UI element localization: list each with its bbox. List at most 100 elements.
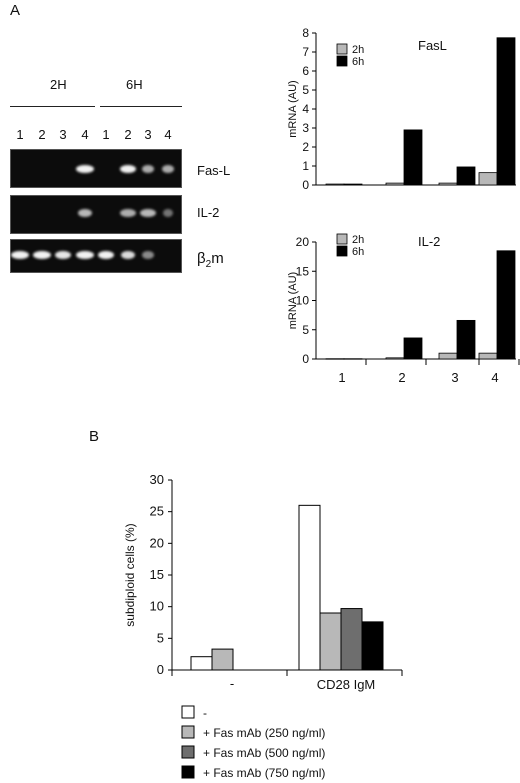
- gel-band: [142, 165, 154, 173]
- chart-title: IL-2: [418, 234, 440, 249]
- gel-band: [120, 209, 136, 217]
- gel-lane-number: 3: [59, 127, 67, 142]
- y-tick-label: 10: [296, 294, 310, 308]
- y-tick-label: 0: [157, 662, 164, 677]
- gel-band: [163, 209, 173, 217]
- bar: [325, 183, 345, 186]
- legend-swatch: [336, 233, 348, 245]
- gel-lane-number: 4: [164, 127, 172, 142]
- bar: [438, 182, 458, 186]
- bar: [496, 250, 516, 360]
- legend-swatch: [336, 43, 348, 55]
- gel-strip-il2: [10, 195, 182, 234]
- bar: [385, 182, 405, 186]
- b2m-beta: β: [197, 250, 206, 267]
- y-tick-label: 5: [302, 323, 309, 337]
- legend-label: 6h: [352, 246, 364, 258]
- gel-bracket-6h: [100, 106, 182, 107]
- gel-band: [78, 209, 92, 217]
- gel-band: [76, 165, 94, 173]
- x-tick-label: CD28 IgM: [317, 677, 376, 692]
- legend-swatch: [181, 765, 195, 779]
- bar: [211, 648, 234, 671]
- gel-group-6h: 6H: [126, 77, 143, 92]
- bar: [343, 358, 363, 360]
- y-tick-label: 20: [150, 535, 164, 550]
- gel-lane-number: 2: [124, 127, 132, 142]
- gel-label-b2m: β2m: [197, 250, 224, 270]
- bar: [361, 621, 384, 671]
- gel-lane-number: 2: [38, 127, 46, 142]
- y-tick-label: 8: [302, 26, 309, 40]
- y-tick-label: 2: [302, 140, 309, 154]
- gel-lane-number: 1: [16, 127, 24, 142]
- x-tick-label: -: [230, 676, 234, 691]
- y-tick-label: 4: [302, 102, 309, 116]
- legend-swatch: [181, 705, 195, 719]
- gel-label-il2: IL-2: [197, 205, 220, 220]
- x-tick-label: 2: [398, 370, 405, 385]
- y-tick-label: 5: [157, 630, 164, 645]
- bar: [190, 656, 213, 671]
- b2m-tail: m: [211, 250, 224, 267]
- legend-label: 2h: [352, 44, 364, 56]
- bar: [456, 319, 476, 360]
- bar: [403, 337, 423, 360]
- bar: [343, 183, 363, 186]
- legend-label: -: [203, 706, 207, 720]
- gel-band: [140, 209, 156, 217]
- bar: [403, 129, 423, 186]
- legend-swatch: [336, 245, 348, 257]
- bar: [438, 352, 458, 360]
- gel-band: [98, 251, 114, 259]
- y-tick-label: 15: [150, 567, 164, 582]
- y-tick-label: 7: [302, 45, 309, 59]
- bar: [496, 37, 516, 186]
- gel-band: [11, 251, 29, 259]
- bar: [325, 358, 345, 360]
- panel-a-label: A: [10, 2, 21, 19]
- y-tick-label: 10: [150, 599, 164, 614]
- bar: [478, 172, 498, 186]
- bar: [298, 504, 321, 671]
- bar: [478, 352, 498, 360]
- legend-swatch: [181, 745, 195, 759]
- y-axis-label: subdiploid cells (%): [123, 523, 137, 626]
- legend-label: + Fas mAb (750 ng/ml): [203, 766, 325, 780]
- y-tick-label: 5: [302, 83, 309, 97]
- gel-band: [121, 251, 135, 259]
- gel-lane-number: 3: [144, 127, 152, 142]
- gel-label-fasl: Fas-L: [197, 163, 231, 178]
- gel-band: [142, 251, 154, 259]
- legend-label: + Fas mAb (250 ng/ml): [203, 726, 325, 740]
- y-tick-label: 15: [296, 264, 310, 278]
- legend-label: 2h: [352, 234, 364, 246]
- y-tick-label: 1: [302, 159, 309, 173]
- gel-band: [55, 251, 71, 259]
- y-tick-label: 3: [302, 121, 309, 135]
- b2m-sub: 2: [205, 259, 212, 270]
- bar: [340, 608, 363, 671]
- y-tick-label: 20: [296, 235, 310, 249]
- gel-band: [162, 165, 174, 173]
- bar: [319, 612, 342, 671]
- gel-lane-number: 4: [81, 127, 89, 142]
- legend-swatch: [336, 55, 348, 67]
- gel-lane-number: 1: [102, 127, 110, 142]
- chart-title: FasL: [418, 38, 447, 53]
- bar: [456, 166, 476, 186]
- y-tick-label: 0: [302, 352, 309, 366]
- legend-swatch: [181, 725, 195, 739]
- legend-label: 6h: [352, 56, 364, 68]
- y-tick-label: 30: [150, 472, 164, 487]
- y-axis-label: mRNA (AU): [287, 272, 299, 329]
- y-tick-label: 6: [302, 64, 309, 78]
- legend-label: + Fas mAb (500 ng/ml): [203, 746, 325, 760]
- x-tick-label: 4: [491, 370, 498, 385]
- bar: [385, 357, 405, 360]
- y-tick-label: 25: [150, 504, 164, 519]
- x-tick-label: 1: [338, 370, 345, 385]
- gel-group-2h: 2H: [50, 77, 67, 92]
- gel-band: [33, 251, 51, 259]
